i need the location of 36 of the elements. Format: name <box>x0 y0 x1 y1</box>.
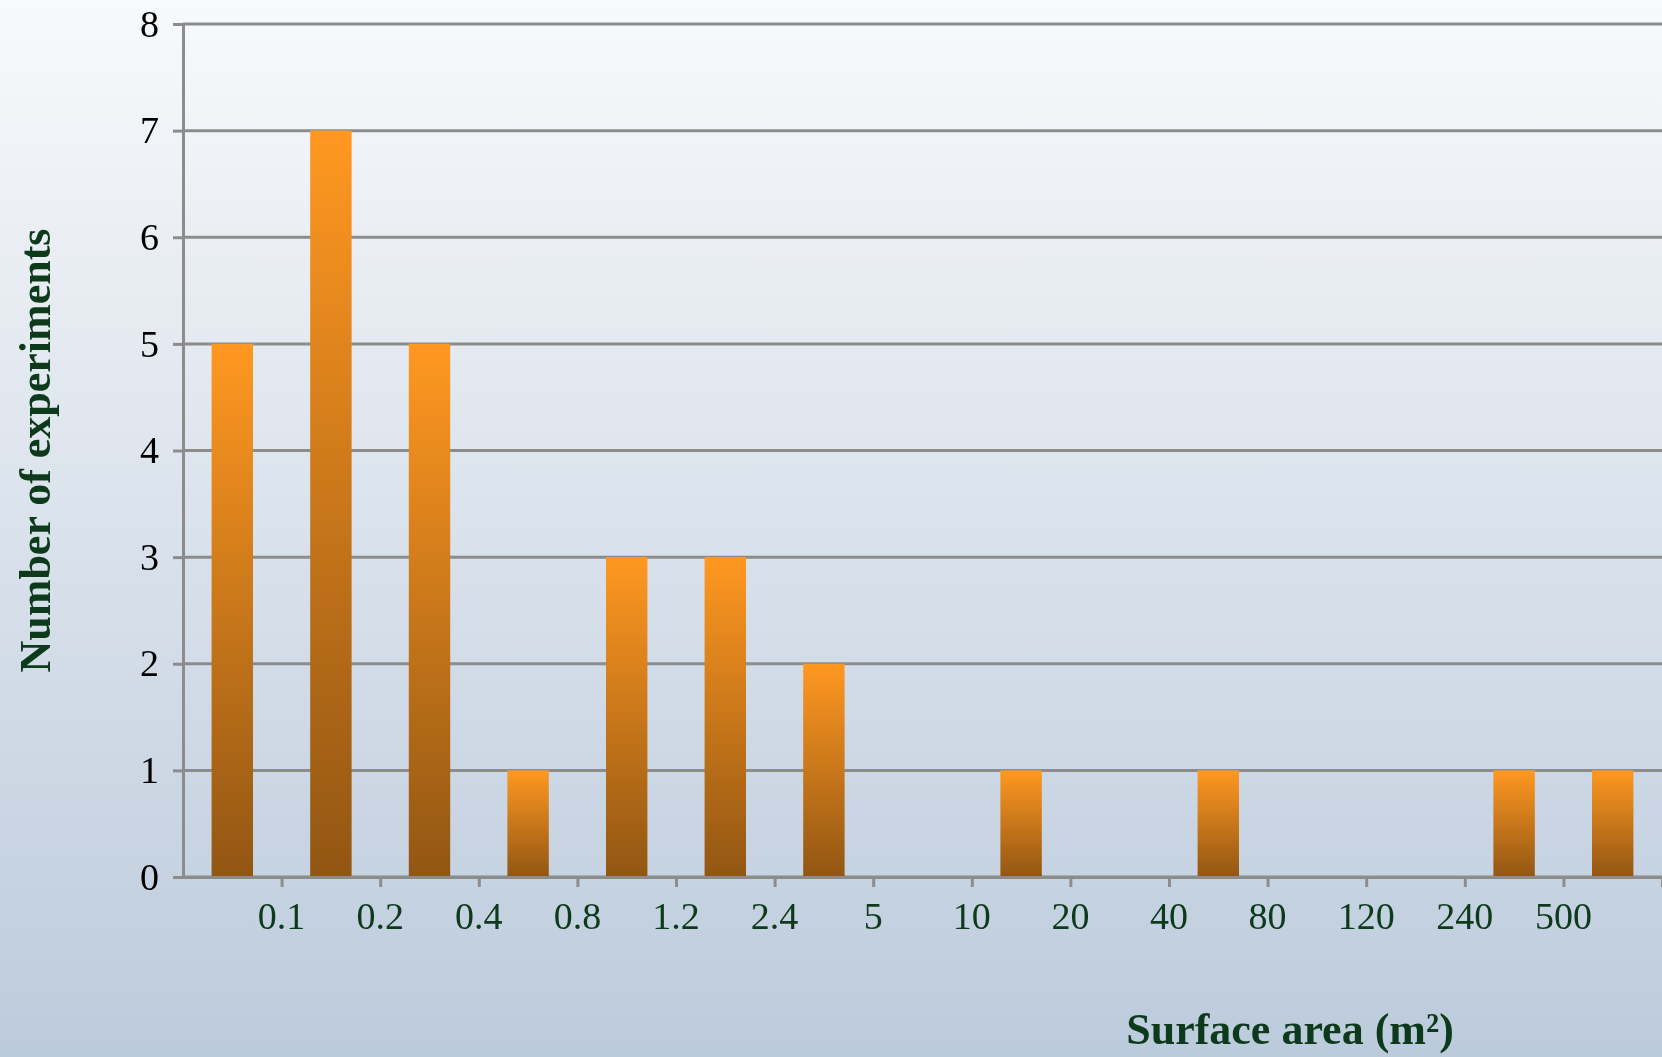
x-tick-label: 5 <box>863 895 883 937</box>
y-tick-label: 6 <box>140 215 159 258</box>
bar <box>310 130 352 877</box>
x-tick-label: 80 <box>1248 895 1287 937</box>
x-tick-label: 40 <box>1150 895 1188 937</box>
bar <box>408 343 451 877</box>
bar <box>1197 770 1239 877</box>
bar <box>211 343 254 877</box>
x-tick-label: 500 <box>1534 895 1592 937</box>
x-tick-label: 2.4 <box>750 895 799 937</box>
y-tick-label: 1 <box>140 749 159 792</box>
x-tick-label: 240 <box>1436 895 1494 937</box>
x-tick-label: 0.4 <box>455 895 503 937</box>
x-tick-label: 1.2 <box>652 895 700 937</box>
x-tick-label: 0.8 <box>553 895 602 937</box>
x-tick-label: 20 <box>1051 895 1090 937</box>
y-tick-label: 8 <box>140 2 159 45</box>
x-tick-label: 0.1 <box>257 895 306 937</box>
x-tick-label: 10 <box>952 895 991 937</box>
bar <box>1591 770 1634 877</box>
bar <box>803 663 845 877</box>
x-axis-title: Surface area (m²) <box>1126 1005 1454 1054</box>
bar <box>704 557 747 877</box>
y-tick-label: 5 <box>140 322 159 365</box>
bar <box>1493 770 1535 877</box>
x-tick-label: 0.2 <box>356 895 404 937</box>
y-tick-label: 4 <box>140 429 159 472</box>
bar <box>507 770 549 877</box>
y-axis-title: Number of experiments <box>11 228 60 673</box>
y-tick-label: 7 <box>140 109 159 152</box>
bar <box>605 557 648 877</box>
bar <box>1000 770 1042 877</box>
y-tick-label: 3 <box>140 535 159 578</box>
y-tick-label: 0 <box>140 855 159 898</box>
x-tick-label: 120 <box>1337 895 1395 937</box>
y-tick-label: 2 <box>140 642 159 685</box>
